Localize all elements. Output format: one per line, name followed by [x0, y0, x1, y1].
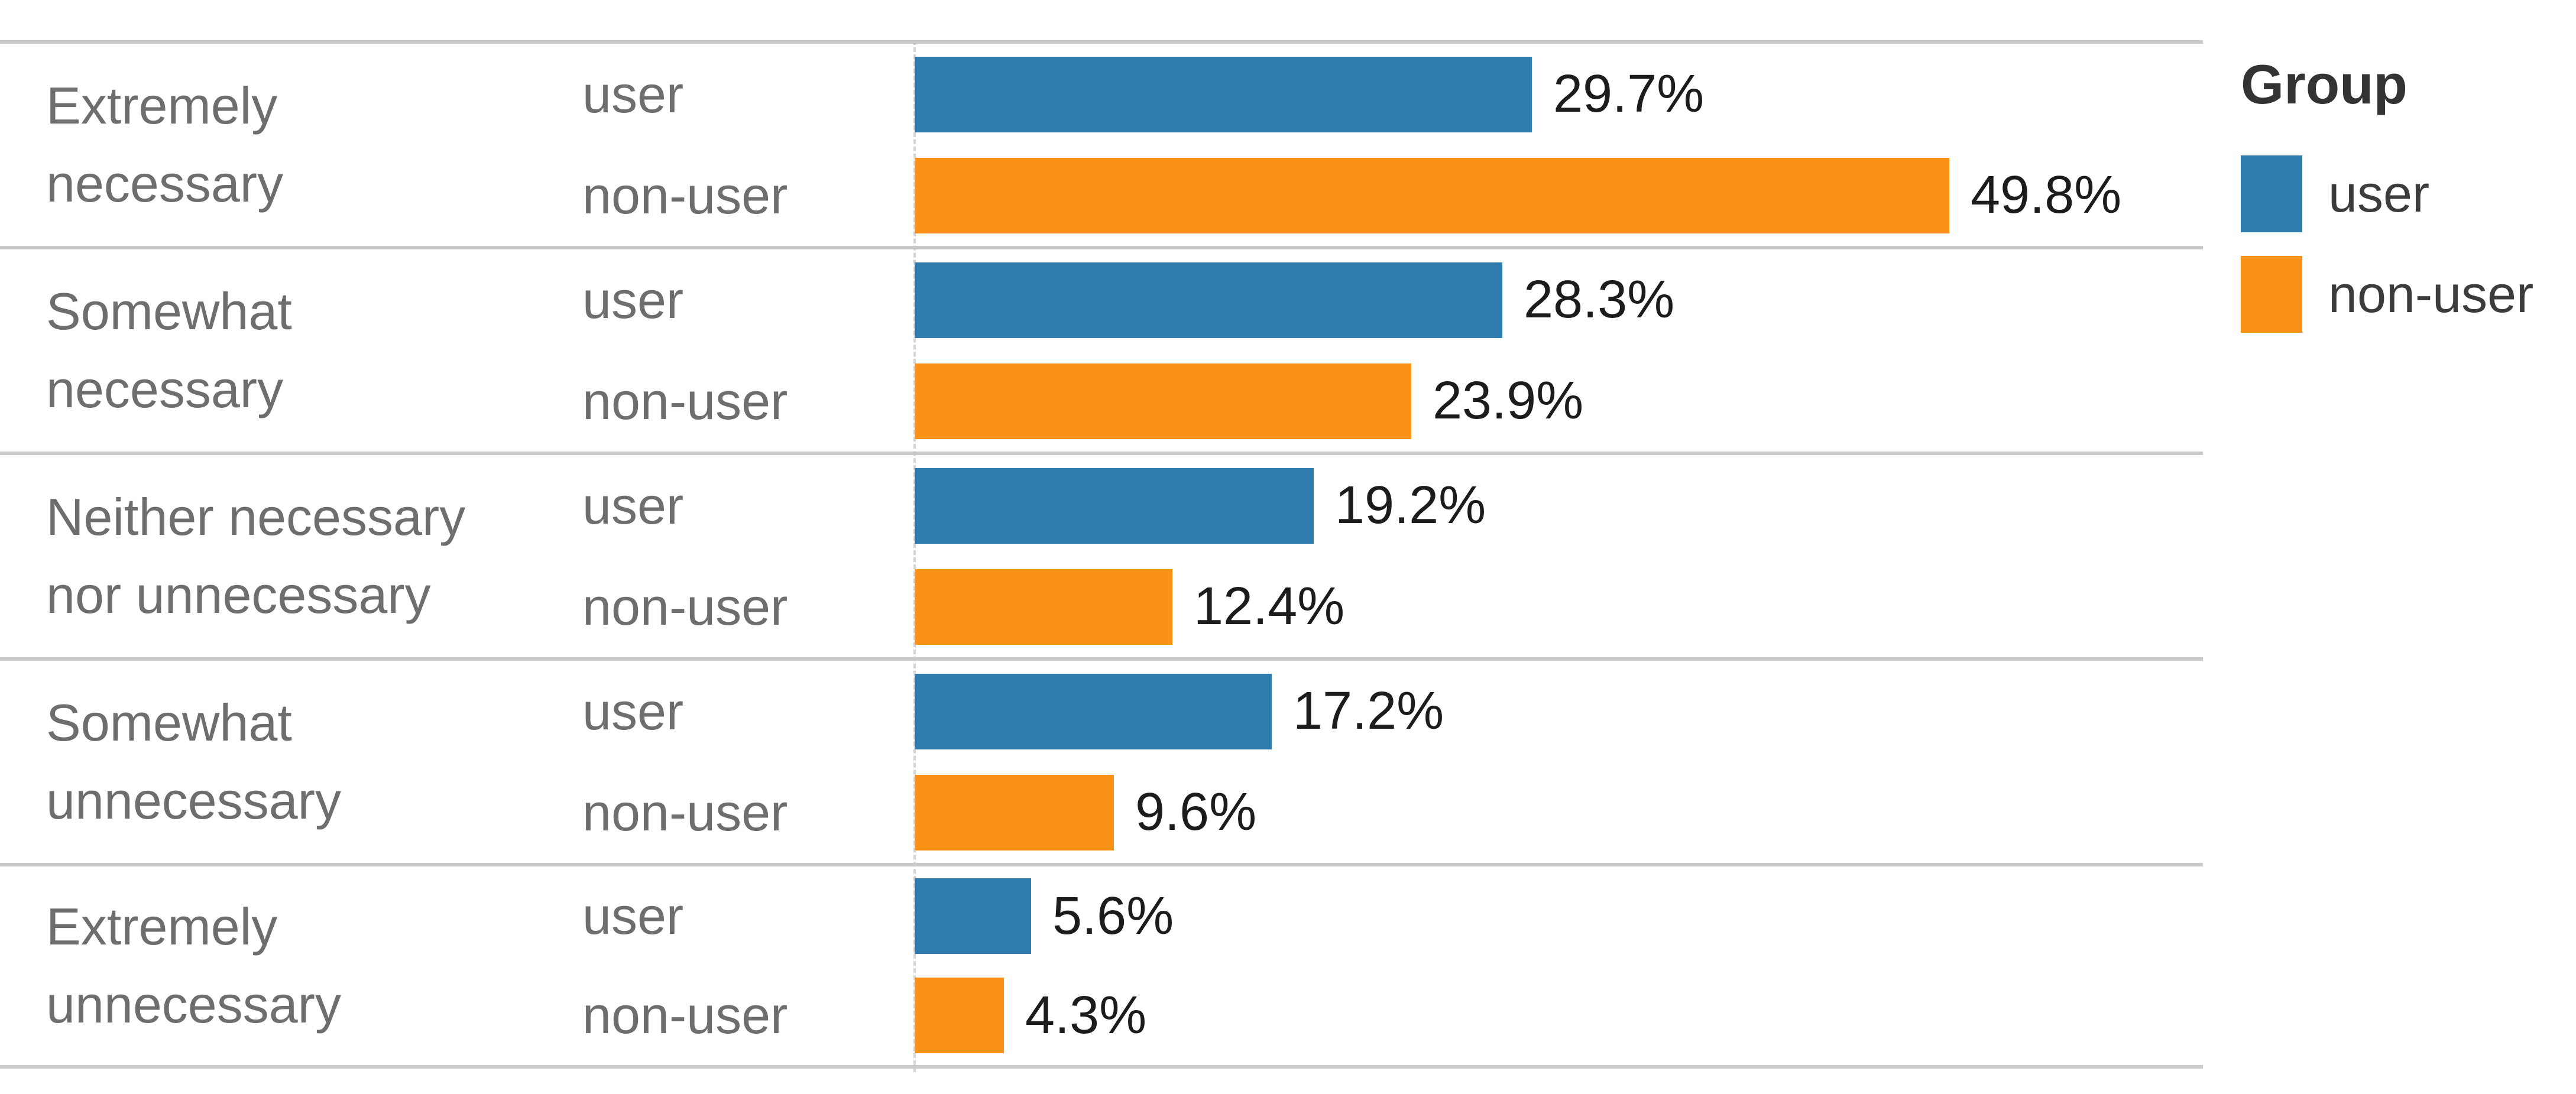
- value-label: 23.9%: [1433, 371, 1584, 430]
- value-label: 28.3%: [1524, 270, 1675, 329]
- category-label-line: nor unnecessary: [46, 566, 431, 624]
- zero-axis-line: [913, 40, 916, 1072]
- series-label-non-user: non-user: [582, 783, 788, 842]
- value-label: 4.3%: [1025, 985, 1147, 1045]
- category-label-line: necessary: [46, 360, 284, 418]
- series-label-user: user: [582, 887, 684, 945]
- bars-column: 19.2% 12.4%: [915, 455, 2203, 657]
- category-label-line: unnecessary: [46, 975, 341, 1034]
- bar-non-user[interactable]: [915, 774, 1114, 850]
- value-label: 29.7%: [1553, 64, 1705, 124]
- value-label: 5.6%: [1052, 886, 1174, 946]
- category-label: Neither necessary nor unnecessary: [0, 455, 582, 657]
- plot-rows: Extremely necessary user non-user 29.7% 49.8%…: [0, 40, 2203, 1069]
- category-label-line: Neither necessary: [46, 488, 466, 546]
- bar-user[interactable]: [915, 673, 1272, 749]
- bar-user[interactable]: [915, 56, 1532, 132]
- row-group: Somewhat unnecessary user non-user 17.2% 9.6%: [0, 657, 2203, 863]
- series-label-column: user non-user: [582, 249, 915, 452]
- row-group: Somewhat necessary user non-user 28.3% 23.9%: [0, 246, 2203, 452]
- category-label-line: Extremely: [46, 76, 278, 135]
- legend-swatch-non-user: [2241, 256, 2302, 333]
- category-label: Somewhat necessary: [0, 249, 582, 452]
- series-label-user: user: [582, 476, 684, 535]
- legend-title: Group: [2241, 53, 2407, 115]
- bars-column: 17.2% 9.6%: [915, 661, 2203, 863]
- bar-non-user[interactable]: [915, 157, 1949, 233]
- legend-swatch-user: [2241, 155, 2302, 232]
- bar-user[interactable]: [915, 878, 1031, 954]
- bar-non-user[interactable]: [915, 569, 1172, 645]
- series-label-user: user: [582, 64, 684, 124]
- category-label-line: Extremely: [46, 897, 278, 956]
- bars-column: 29.7% 49.8%: [915, 44, 2203, 246]
- category-label-line: Somewhat: [46, 282, 292, 340]
- category-label: Extremely unnecessary: [0, 866, 582, 1065]
- row-group: Extremely unnecessary user non-user 5.6% 4.3%: [0, 863, 2203, 1069]
- value-label: 17.2%: [1293, 681, 1444, 741]
- category-label-line: necessary: [46, 154, 284, 213]
- legend-item-non-user[interactable]: non-user: [2241, 256, 2533, 333]
- bar-user[interactable]: [915, 262, 1502, 338]
- series-label-non-user: non-user: [582, 577, 788, 636]
- series-label-column: user non-user: [582, 661, 915, 863]
- legend: Group user non-user: [2241, 51, 2533, 356]
- category-label: Somewhat unnecessary: [0, 661, 582, 863]
- value-label: 49.8%: [1971, 165, 2122, 225]
- legend-label: non-user: [2328, 265, 2534, 323]
- legend-items: user non-user: [2241, 155, 2533, 333]
- category-label: Extremely necessary: [0, 44, 582, 246]
- bar-non-user[interactable]: [915, 978, 1004, 1053]
- series-label-user: user: [582, 270, 684, 329]
- legend-item-user[interactable]: user: [2241, 155, 2533, 232]
- series-label-non-user: non-user: [582, 371, 788, 430]
- series-label-non-user: non-user: [582, 986, 788, 1044]
- bar-user[interactable]: [915, 468, 1314, 544]
- value-label: 9.6%: [1135, 783, 1257, 842]
- category-label-line: Somewhat: [46, 693, 292, 752]
- row-group: Extremely necessary user non-user 29.7% 49.8%: [0, 40, 2203, 246]
- series-label-column: user non-user: [582, 455, 915, 657]
- bars-column: 5.6% 4.3%: [915, 866, 2203, 1065]
- row-group: Neither necessary nor unnecessary user non-…: [0, 452, 2203, 657]
- legend-label: user: [2328, 164, 2430, 223]
- value-label: 19.2%: [1335, 476, 1486, 535]
- bar-non-user[interactable]: [915, 363, 1411, 439]
- bars-column: 28.3% 23.9%: [915, 249, 2203, 452]
- category-label-line: unnecessary: [46, 771, 341, 830]
- series-label-user: user: [582, 681, 684, 741]
- series-label-column: user non-user: [582, 44, 915, 246]
- value-label: 12.4%: [1194, 577, 1345, 636]
- series-label-column: user non-user: [582, 866, 915, 1065]
- series-label-non-user: non-user: [582, 165, 788, 225]
